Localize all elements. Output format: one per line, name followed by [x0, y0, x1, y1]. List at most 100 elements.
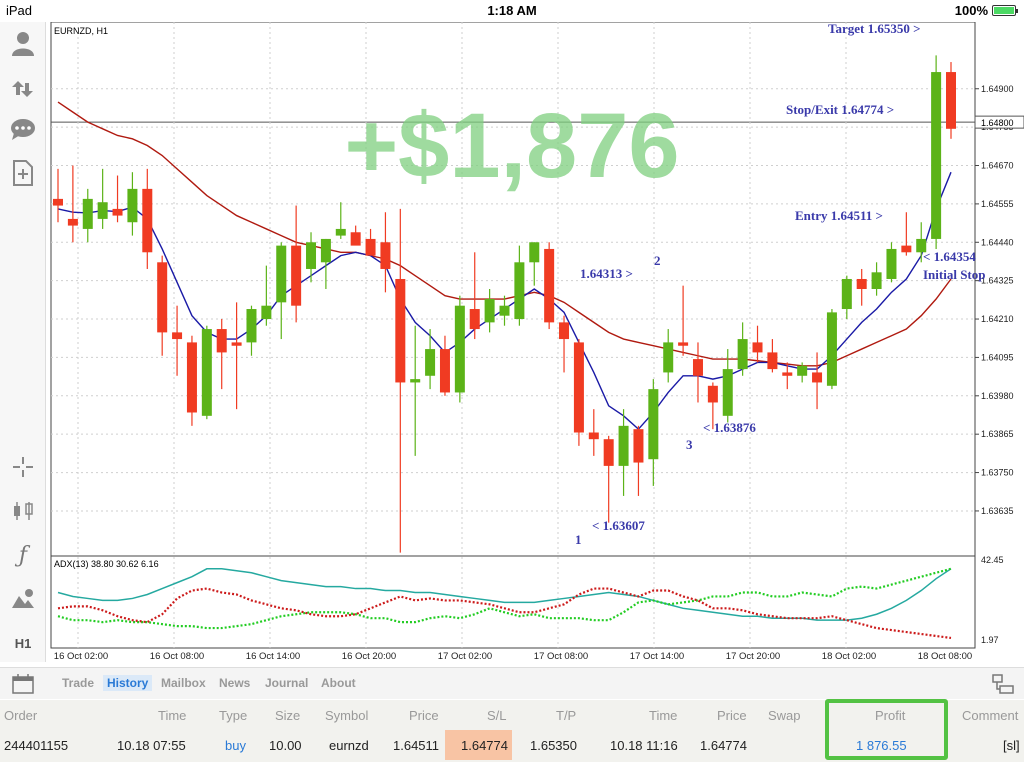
cell-comment[interactable]: [sl] — [1003, 738, 1020, 753]
bearish-candle[interactable] — [142, 188, 153, 253]
header-close-price[interactable]: Price — [717, 708, 747, 723]
indicators-icon[interactable]: ƒ — [18, 542, 28, 568]
cell-symbol[interactable]: eurnzd — [329, 738, 369, 753]
price-chart[interactable]: +$1,876 1.649001.647851.646701.645551.64… — [46, 22, 1024, 662]
account-icon[interactable] — [8, 28, 38, 58]
bearish-candle[interactable] — [767, 352, 778, 370]
cell-type[interactable]: buy — [225, 738, 246, 753]
header-comment[interactable]: Comment — [962, 708, 1019, 723]
bullish-candle[interactable] — [335, 228, 346, 236]
cell-size[interactable]: 10.00 — [269, 738, 302, 753]
header-sl[interactable]: S/L — [487, 708, 507, 723]
header-size[interactable]: Size — [275, 708, 301, 723]
bearish-candle[interactable] — [633, 429, 644, 463]
cell-open-price[interactable]: 1.64511 — [393, 738, 440, 753]
bearish-candle[interactable] — [692, 359, 703, 376]
bullish-candle[interactable] — [722, 369, 733, 416]
tab-journal[interactable]: Journal — [265, 676, 309, 690]
bearish-candle[interactable] — [752, 342, 763, 353]
new-order-icon[interactable] — [8, 158, 38, 188]
bearish-candle[interactable] — [707, 385, 718, 403]
bullish-candle[interactable] — [916, 238, 927, 253]
bullish-candle[interactable] — [306, 242, 317, 269]
cell-open-time[interactable]: 10.18 07:55 — [117, 738, 186, 753]
bearish-candle[interactable] — [216, 329, 227, 353]
bullish-candle[interactable] — [931, 72, 942, 239]
chart-area[interactable]: +$1,876 1.649001.647851.646701.645551.64… — [46, 22, 1024, 662]
bullish-candle[interactable] — [663, 342, 674, 373]
objects-icon[interactable] — [8, 584, 38, 614]
bearish-candle[interactable] — [782, 372, 793, 376]
cell-tp[interactable]: 1.65350 — [530, 738, 577, 753]
crosshair-icon[interactable] — [8, 452, 38, 482]
bullish-candle[interactable] — [886, 248, 897, 279]
bearish-candle[interactable] — [395, 278, 406, 383]
bearish-candle[interactable] — [559, 322, 570, 340]
cell-profit[interactable]: 1 876.55 — [856, 738, 907, 753]
bearish-candle[interactable] — [603, 439, 614, 466]
bearish-candle[interactable] — [469, 309, 480, 330]
bullish-candle[interactable] — [529, 242, 540, 263]
bullish-candle[interactable] — [484, 299, 495, 323]
bullish-candle[interactable] — [618, 425, 629, 466]
tab-about[interactable]: About — [321, 676, 356, 690]
bullish-candle[interactable] — [127, 188, 138, 223]
bullish-candle[interactable] — [97, 202, 108, 219]
layout-toggle-icon[interactable] — [992, 674, 1014, 699]
bullish-candle[interactable] — [841, 278, 852, 310]
chart-type-icon[interactable] — [8, 496, 38, 526]
header-type[interactable]: Type — [219, 708, 248, 723]
bullish-candle[interactable] — [826, 312, 837, 386]
bearish-candle[interactable] — [544, 248, 555, 323]
bearish-candle[interactable] — [573, 342, 584, 433]
bearish-candle[interactable] — [856, 278, 867, 289]
bearish-candle[interactable] — [678, 342, 689, 346]
timeframe-h1-button[interactable]: H1 — [14, 635, 32, 651]
bearish-candle[interactable] — [53, 198, 63, 206]
bearish-candle[interactable] — [172, 332, 183, 340]
bullish-candle[interactable] — [648, 389, 659, 460]
bullish-candle[interactable] — [514, 262, 525, 320]
tab-history[interactable]: History — [103, 675, 153, 691]
bearish-candle[interactable] — [112, 208, 123, 216]
bearish-candle[interactable] — [157, 262, 168, 333]
bearish-candle[interactable] — [380, 242, 391, 269]
bearish-candle[interactable] — [291, 245, 302, 306]
trade-arrows-icon[interactable] — [8, 74, 38, 104]
calendar-icon[interactable] — [12, 674, 34, 699]
header-swap[interactable]: Swap — [768, 708, 801, 723]
bullish-candle[interactable] — [454, 305, 465, 393]
bearish-candle[interactable] — [350, 232, 361, 246]
bearish-candle[interactable] — [812, 372, 823, 383]
bearish-candle[interactable] — [439, 349, 450, 393]
bullish-candle[interactable] — [201, 329, 212, 416]
bullish-candle[interactable] — [82, 198, 93, 229]
tab-trade[interactable]: Trade — [62, 676, 95, 690]
bullish-candle[interactable] — [276, 245, 287, 303]
bullish-candle[interactable] — [871, 272, 882, 289]
bullish-candle[interactable] — [797, 365, 808, 376]
bearish-candle[interactable] — [901, 245, 912, 253]
bearish-candle[interactable] — [365, 238, 376, 256]
bearish-candle[interactable] — [186, 342, 197, 413]
cell-close-time[interactable]: 10.18 11:16 — [610, 738, 678, 753]
header-time[interactable]: Time — [158, 708, 187, 723]
cell-order[interactable]: 244401155 — [4, 738, 69, 753]
tab-news[interactable]: News — [219, 676, 251, 690]
header-tp[interactable]: T/P — [556, 708, 577, 723]
bullish-candle[interactable] — [737, 339, 748, 370]
chat-icon[interactable] — [8, 114, 38, 144]
bearish-candle[interactable] — [67, 218, 78, 226]
header-profit[interactable]: Profit — [875, 708, 906, 723]
bearish-candle[interactable] — [946, 72, 956, 129]
bullish-candle[interactable] — [425, 349, 436, 376]
header-price[interactable]: Price — [409, 708, 439, 723]
bearish-candle[interactable] — [588, 432, 599, 440]
header-order[interactable]: Order — [4, 708, 38, 723]
header-symbol[interactable]: Symbol — [325, 708, 369, 723]
tab-mailbox[interactable]: Mailbox — [161, 676, 206, 690]
cell-close-price[interactable]: 1.64774 — [700, 738, 747, 753]
bearish-candle[interactable] — [231, 342, 242, 346]
bullish-candle[interactable] — [320, 238, 331, 263]
bullish-candle[interactable] — [410, 379, 421, 383]
